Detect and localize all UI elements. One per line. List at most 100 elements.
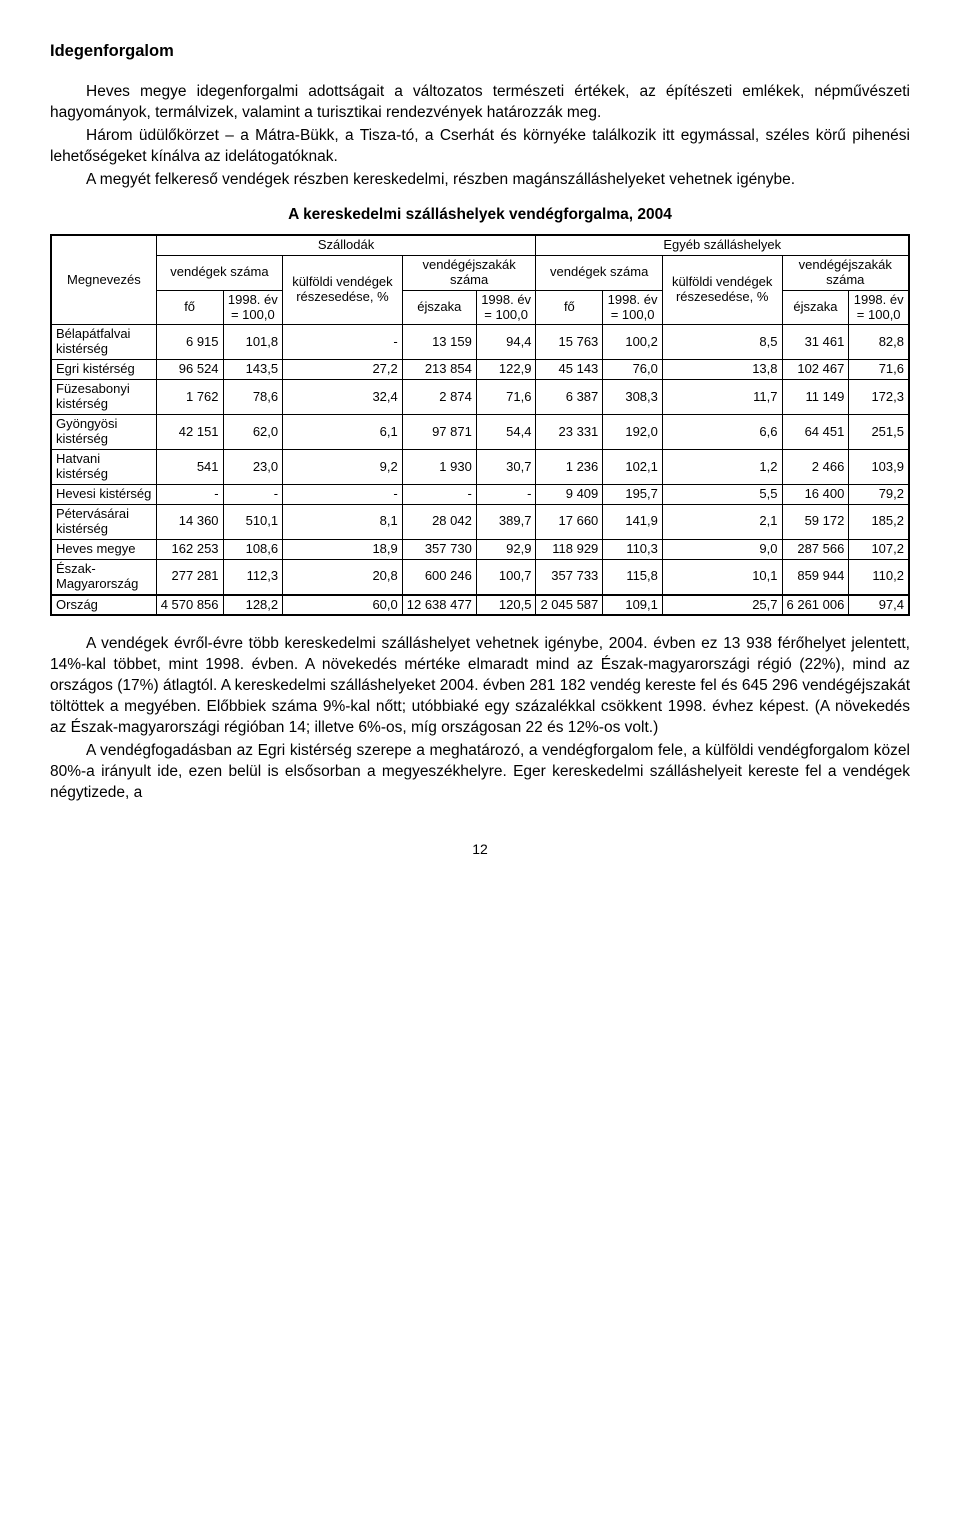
cell: 6 261 006	[782, 595, 849, 616]
col-1998-2: 1998. év = 100,0	[476, 290, 536, 325]
sub-kulfoldi-1: külföldi vendégek részesedése, %	[283, 255, 403, 325]
sub-vendegejsz-1: vendégéjszakák száma	[402, 255, 536, 290]
cell: 42 151	[156, 415, 223, 450]
cell: 100,2	[603, 325, 663, 360]
cell: 107,2	[849, 539, 909, 559]
cell: 109,1	[603, 595, 663, 616]
cell: 18,9	[283, 539, 403, 559]
cell: 27,2	[283, 360, 403, 380]
col-ejszaka-2: éjszaka	[782, 290, 849, 325]
cell: 6 915	[156, 325, 223, 360]
table-head: Megnevezés Szállodák Egyéb szálláshelyek…	[51, 235, 909, 325]
table-row: Heves megye162 253108,618,9357 73092,911…	[51, 539, 909, 559]
cell: 82,8	[849, 325, 909, 360]
cell: 62,0	[223, 415, 283, 450]
cell: 17 660	[536, 504, 603, 539]
cell: 102,1	[603, 450, 663, 485]
cell: 102 467	[782, 360, 849, 380]
cell: 213 854	[402, 360, 476, 380]
page-number: 12	[50, 840, 910, 859]
col-megnevezes: Megnevezés	[51, 235, 156, 325]
row-label: Hevesi kistérség	[51, 484, 156, 504]
cell: 15 763	[536, 325, 603, 360]
cell: 251,5	[849, 415, 909, 450]
row-label: Hatvani kistérség	[51, 450, 156, 485]
cell: 357 730	[402, 539, 476, 559]
row-label: Észak-Magyarország	[51, 559, 156, 594]
cell: 541	[156, 450, 223, 485]
cell: 101,8	[223, 325, 283, 360]
cell: 185,2	[849, 504, 909, 539]
cell: 100,7	[476, 559, 536, 594]
cell: 13 159	[402, 325, 476, 360]
cell: 357 733	[536, 559, 603, 594]
cell: 287 566	[782, 539, 849, 559]
sub-vendegejsz-2: vendégéjszakák száma	[782, 255, 909, 290]
cell: 59 172	[782, 504, 849, 539]
cell: 4 570 856	[156, 595, 223, 616]
cell: -	[476, 484, 536, 504]
cell: 20,8	[283, 559, 403, 594]
table-body: Bélapátfalvai kistérség6 915101,8 - 13 159…	[51, 325, 909, 616]
cell: 60,0	[283, 595, 403, 616]
col-ejszaka-1: éjszaka	[402, 290, 476, 325]
cell: 23 331	[536, 415, 603, 450]
cell: 8,5	[662, 325, 782, 360]
table-row: Ország4 570 856128,260,012 638 477120,52…	[51, 595, 909, 616]
cell: 78,6	[223, 380, 283, 415]
cell: 32,4	[283, 380, 403, 415]
cell: 510,1	[223, 504, 283, 539]
cell: 31 461	[782, 325, 849, 360]
paragraph-3: A megyét felkereső vendégek részben kere…	[50, 170, 910, 191]
cell: 277 281	[156, 559, 223, 594]
cell: 192,0	[603, 415, 663, 450]
cell: 71,6	[849, 360, 909, 380]
cell: 45 143	[536, 360, 603, 380]
cell: 195,7	[603, 484, 663, 504]
cell: 13,8	[662, 360, 782, 380]
cell: 308,3	[603, 380, 663, 415]
cell: 118 929	[536, 539, 603, 559]
paragraph-1: Heves megye idegenforgalmi adottságait a…	[50, 82, 910, 124]
cell: 110,3	[603, 539, 663, 559]
cell: 1 236	[536, 450, 603, 485]
cell: 115,8	[603, 559, 663, 594]
table-row: Gyöngyösi kistérség42 15162,06,197 87154…	[51, 415, 909, 450]
cell: 112,3	[223, 559, 283, 594]
cell: 96 524	[156, 360, 223, 380]
cell: -	[402, 484, 476, 504]
cell: 9,0	[662, 539, 782, 559]
cell: 143,5	[223, 360, 283, 380]
cell: 1 762	[156, 380, 223, 415]
cell: 122,9	[476, 360, 536, 380]
cell: 600 246	[402, 559, 476, 594]
cell: 2 466	[782, 450, 849, 485]
page-container: Idegenforgalom Heves megye idegenforgalm…	[0, 0, 960, 889]
sub-vendegek-2: vendégek száma	[536, 255, 662, 290]
cell: 10,1	[662, 559, 782, 594]
cell: 5,5	[662, 484, 782, 504]
cell: 28 042	[402, 504, 476, 539]
table-row: Észak-Magyarország277 281112,320,8600 24…	[51, 559, 909, 594]
row-label: Bélapátfalvai kistérség	[51, 325, 156, 360]
cell: 859 944	[782, 559, 849, 594]
table-row: Egri kistérség96 524143,527,2213 854122,…	[51, 360, 909, 380]
cell: 9,2	[283, 450, 403, 485]
cell: 11,7	[662, 380, 782, 415]
cell: 11 149	[782, 380, 849, 415]
col-1998-1: 1998. év = 100,0	[223, 290, 283, 325]
cell: 94,4	[476, 325, 536, 360]
cell: 14 360	[156, 504, 223, 539]
cell: 16 400	[782, 484, 849, 504]
cell: -	[223, 484, 283, 504]
table-row: Bélapátfalvai kistérség6 915101,8-13 159…	[51, 325, 909, 360]
cell: 71,6	[476, 380, 536, 415]
cell: 76,0	[603, 360, 663, 380]
cell: 25,7	[662, 595, 782, 616]
cell: 9 409	[536, 484, 603, 504]
cell: 1,2	[662, 450, 782, 485]
col-1998-3: 1998. év = 100,0	[603, 290, 663, 325]
cell: 12 638 477	[402, 595, 476, 616]
cell: 92,9	[476, 539, 536, 559]
col-1998-4: 1998. év = 100,0	[849, 290, 909, 325]
